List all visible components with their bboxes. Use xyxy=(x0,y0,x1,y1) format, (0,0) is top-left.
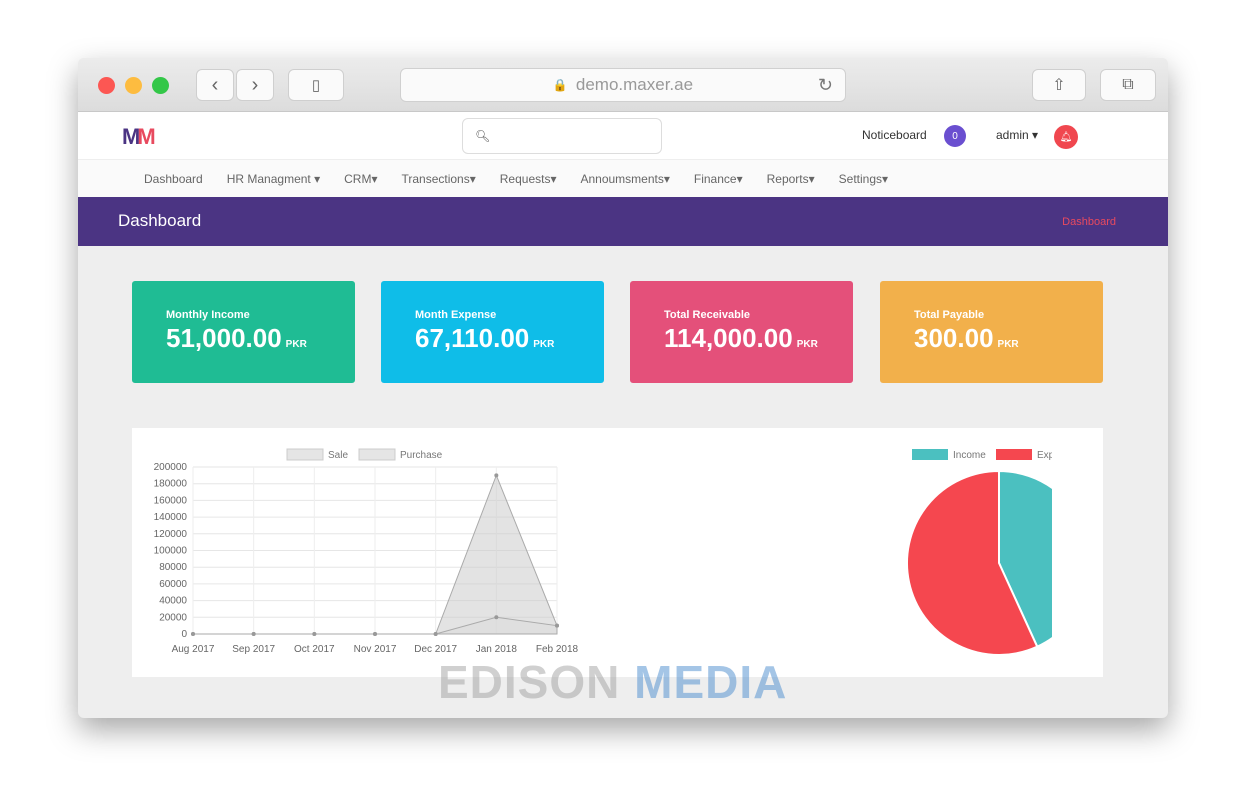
breadcrumb[interactable]: Dashboard xyxy=(1062,216,1116,228)
user-menu[interactable]: admin ▾ xyxy=(996,128,1039,142)
charts-panel: 0 20000 40000 60000 80000 100000 120000 140000 1… xyxy=(132,428,1103,677)
x-tick-label: Feb 2018 xyxy=(536,644,579,655)
x-tick-label: Oct 2017 xyxy=(294,644,335,655)
x-tick-label: Dec 2017 xyxy=(414,644,457,655)
legend-swatch xyxy=(996,449,1032,460)
data-point xyxy=(433,632,438,636)
y-tick-label: 180000 xyxy=(154,479,188,490)
stat-unit: PKR xyxy=(285,339,307,350)
y-tick-label: 200000 xyxy=(154,462,188,473)
nav-dashboard[interactable]: Dashboard xyxy=(144,171,203,186)
browser-toolbar: ‹ › ▯ 🔒 demo.maxer.ae ↻ ⇧ ⧉ xyxy=(78,58,1168,112)
nav-settings[interactable]: Settings▾ xyxy=(838,171,889,186)
stat-card[interactable]: Monthly Income 51,000.00 PKR xyxy=(132,281,355,383)
x-tick-label: Sep 2017 xyxy=(232,644,275,655)
stat-card[interactable]: Total Receivable 114,000.00 PKR xyxy=(630,281,853,383)
legend-swatch xyxy=(286,448,324,461)
legend-swatch xyxy=(912,449,948,460)
y-tick-label: 20000 xyxy=(159,612,187,623)
data-point xyxy=(191,632,195,636)
noticeboard-count-badge: 0 xyxy=(944,125,966,147)
stat-label: Total Receivable xyxy=(664,309,750,321)
pie-slice-income xyxy=(998,469,1052,649)
stat-card[interactable]: Total Payable 300.00 PKR xyxy=(880,281,1103,383)
data-point xyxy=(555,623,559,628)
app-header: MM 🔍︎ Noticeboard 0 admin ▾ 🔔︎ xyxy=(78,112,1168,160)
legend-label: Sale xyxy=(328,450,348,461)
back-icon[interactable]: ‹ xyxy=(196,69,234,101)
y-tick-label: 100000 xyxy=(154,546,188,557)
x-tick-label: Nov 2017 xyxy=(354,644,397,655)
search-icon: 🔍︎ xyxy=(475,129,491,143)
minimize-window-button[interactable] xyxy=(125,77,142,94)
stat-value: 51,000.00 xyxy=(166,323,282,353)
main-nav: Dashboard HR Managment ▾ CRM▾ Transectio… xyxy=(78,160,1168,197)
legend-label: Income xyxy=(953,450,986,461)
y-tick-label: 120000 xyxy=(154,529,188,540)
income-expense-pie-chart: Income Expense xyxy=(906,449,1052,656)
page-header: Dashboard Dashboard xyxy=(78,197,1168,246)
stat-card[interactable]: Month Expense 67,110.00 PKR xyxy=(381,281,604,383)
x-tick-label: Jan 2018 xyxy=(476,644,518,655)
stat-unit: PKR xyxy=(997,339,1019,350)
tabs-icon[interactable]: ⧉ xyxy=(1100,69,1156,101)
lock-icon: 🔒 xyxy=(552,78,568,92)
nav-reports[interactable]: Reports▾ xyxy=(766,171,815,186)
maximize-window-button[interactable] xyxy=(152,77,169,94)
nav-transactions[interactable]: Transections▾ xyxy=(401,171,476,186)
address-bar[interactable]: 🔒 demo.maxer.ae ↻ xyxy=(400,68,846,102)
sidebar-icon[interactable]: ▯ xyxy=(288,69,344,101)
nav-requests[interactable]: Requests▾ xyxy=(499,171,557,186)
stat-unit: PKR xyxy=(533,339,555,350)
stat-value: 114,000.00 xyxy=(664,323,793,353)
stat-label: Month Expense xyxy=(415,309,497,321)
stat-label: Total Payable xyxy=(914,309,985,321)
page-title: Dashboard xyxy=(118,211,202,230)
notification-bell-icon[interactable]: 🔔︎ xyxy=(1054,125,1078,149)
x-tick-label: Aug 2017 xyxy=(172,644,215,655)
close-window-button[interactable] xyxy=(98,77,115,94)
forward-icon[interactable]: › xyxy=(236,69,274,101)
stat-value: 300.00 xyxy=(914,323,994,353)
y-tick-label: 60000 xyxy=(159,579,187,590)
nav-announcements[interactable]: Annoumsments▾ xyxy=(580,171,670,186)
y-tick-label: 0 xyxy=(181,629,187,640)
y-tick-label: 140000 xyxy=(154,512,188,523)
reload-icon[interactable]: ↻ xyxy=(817,74,833,95)
y-tick-label: 80000 xyxy=(159,562,187,573)
nav-finance[interactable]: Finance▾ xyxy=(693,171,743,186)
stat-value: 67,110.00 xyxy=(415,323,530,353)
stat-label: Monthly Income xyxy=(166,309,250,321)
watermark: EDISON MEDIA xyxy=(438,656,788,708)
logo[interactable]: MM xyxy=(122,124,156,149)
data-point xyxy=(373,632,377,636)
stat-unit: PKR xyxy=(796,339,818,350)
legend-label: Purchase xyxy=(400,450,443,461)
search-input[interactable]: 🔍︎ xyxy=(462,118,662,154)
legend-label: Expense xyxy=(1037,450,1052,461)
browser-window: ‹ › ▯ 🔒 demo.maxer.ae ↻ ⇧ ⧉ MM 🔍︎ Noticebo… xyxy=(78,58,1168,718)
sale-purchase-line-chart: 0 20000 40000 60000 80000 100000 120000 140000 1… xyxy=(154,448,579,655)
pie-slice-expense xyxy=(906,469,1039,656)
nav-crm[interactable]: CRM▾ xyxy=(344,171,378,186)
y-tick-label: 160000 xyxy=(154,495,188,506)
data-point xyxy=(494,615,499,620)
url-text: demo.maxer.ae xyxy=(575,75,694,94)
noticeboard-link[interactable]: Noticeboard xyxy=(862,128,927,142)
share-icon[interactable]: ⇧ xyxy=(1032,69,1086,101)
legend-swatch xyxy=(358,448,396,461)
data-point xyxy=(494,473,499,478)
y-tick-label: 40000 xyxy=(159,596,187,607)
nav-hr-management[interactable]: HR Managment ▾ xyxy=(226,171,321,186)
data-point xyxy=(312,632,317,636)
data-point xyxy=(251,632,256,636)
